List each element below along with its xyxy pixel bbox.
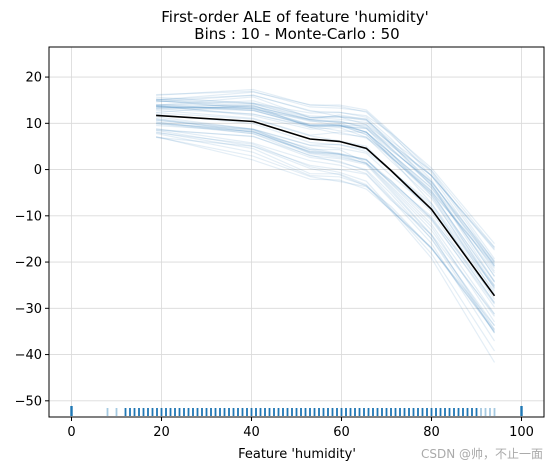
monte-carlo-line <box>156 106 495 282</box>
monte-carlo-line <box>156 129 495 326</box>
monte-carlo-line <box>156 119 496 323</box>
watermark-text: CSDN @帅，不止一面 <box>421 447 543 461</box>
monte-carlo-line <box>156 122 495 308</box>
y-tick-label: −20 <box>15 256 42 271</box>
x-tick-label: 20 <box>153 425 170 440</box>
y-tick-label: 20 <box>25 71 42 86</box>
monte-carlo-line <box>156 119 495 305</box>
monte-carlo-line <box>156 105 496 295</box>
monte-carlo-line <box>156 121 495 315</box>
monte-carlo-line <box>156 103 495 264</box>
monte-carlo-line <box>156 100 495 267</box>
monte-carlo-line <box>156 121 495 297</box>
monte-carlo-line <box>156 100 495 251</box>
monte-carlo-line <box>156 96 495 244</box>
x-tick-label: 60 <box>333 425 350 440</box>
monte-carlo-line <box>156 99 495 248</box>
plot-frame <box>48 46 545 418</box>
chart-title: First-order ALE of feature 'humidity' <box>161 8 429 26</box>
monte-carlo-line <box>156 124 495 317</box>
monte-carlo-line <box>156 132 496 352</box>
x-tick-label: 0 <box>67 425 75 440</box>
monte-carlo-line <box>156 98 495 250</box>
monte-carlo-line <box>156 105 495 269</box>
monte-carlo-line <box>156 104 495 263</box>
monte-carlo-line <box>156 103 496 290</box>
x-tick-label: 100 <box>509 425 534 440</box>
monte-carlo-line <box>156 100 495 277</box>
rug-plot <box>70 406 523 416</box>
monte-carlo-line <box>156 105 495 286</box>
monte-carlo-line <box>156 136 496 363</box>
monte-carlo-line <box>156 88 495 260</box>
monte-carlo-line <box>156 94 495 277</box>
monte-carlo-line <box>156 91 495 263</box>
monte-carlo-line <box>156 118 495 288</box>
y-tick-label: −10 <box>15 209 42 224</box>
monte-carlo-line <box>156 105 495 274</box>
monte-carlo-line <box>155 136 495 326</box>
monte-carlo-line <box>156 123 495 330</box>
x-tick-label: 80 <box>423 425 440 440</box>
x-axis-label: Feature 'humidity' <box>238 447 356 462</box>
y-tick-label: 0 <box>34 163 42 178</box>
monte-carlo-lines <box>155 88 496 363</box>
monte-carlo-line <box>156 113 495 287</box>
mean-ale-line <box>156 114 496 297</box>
monte-carlo-line <box>155 132 495 333</box>
y-tick-label: −40 <box>15 348 42 363</box>
monte-carlo-line <box>156 106 495 262</box>
monte-carlo-line <box>156 109 495 267</box>
monte-carlo-line <box>156 128 495 334</box>
monte-carlo-line <box>156 98 495 248</box>
monte-carlo-line <box>156 94 495 272</box>
monte-carlo-line <box>156 112 495 304</box>
mean-ale-line <box>156 114 496 297</box>
y-tick-label: −50 <box>15 394 42 409</box>
monte-carlo-line <box>156 105 495 283</box>
grid-lines <box>49 47 544 417</box>
monte-carlo-line <box>156 104 496 300</box>
monte-carlo-line <box>156 104 495 265</box>
x-tick-label: 40 <box>243 425 260 440</box>
monte-carlo-line <box>156 118 495 303</box>
monte-carlo-line <box>156 123 496 334</box>
monte-carlo-line <box>156 108 495 288</box>
y-tick-label: −30 <box>15 302 42 317</box>
monte-carlo-line <box>156 129 495 315</box>
monte-carlo-line <box>156 128 496 342</box>
monte-carlo-line <box>156 96 496 283</box>
monte-carlo-line <box>155 136 495 332</box>
y-tick-label: 10 <box>25 117 42 132</box>
chart-subtitle: Bins : 10 - Monte-Carlo : 50 <box>194 25 399 43</box>
monte-carlo-line <box>155 131 495 331</box>
monte-carlo-line <box>156 90 495 267</box>
